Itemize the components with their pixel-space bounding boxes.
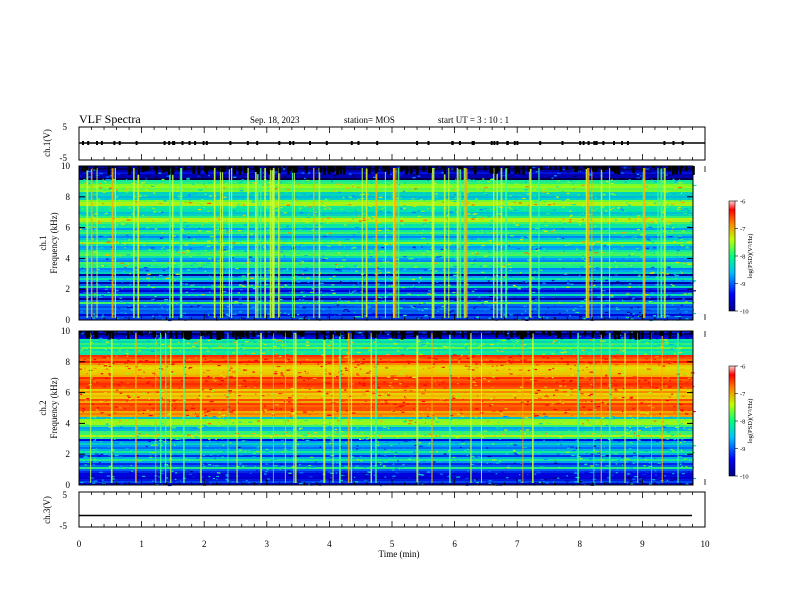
ch1-colorbar-tick--7: -7	[740, 226, 746, 233]
time-tick-1: 1	[139, 539, 144, 549]
ch3-ytick-bottom: -5	[60, 521, 68, 531]
ch1-ylabel: ch.1(V)	[42, 129, 52, 157]
ch1-ytick-bottom: -5	[60, 153, 68, 163]
ch2-colorbar: -6 -7 -8 -9 -10 log(PSD)(V²/Hz)	[728, 364, 754, 481]
ch2-spec-ytick-0: 0	[66, 480, 71, 490]
time-axis-labels: 0 1 2 3 4 5 6 7 8 9 10	[77, 539, 710, 549]
ch1-spec-ytick-10: 10	[61, 161, 71, 171]
time-tick-0: 0	[77, 539, 82, 549]
time-tick-7: 7	[515, 539, 520, 549]
ch1-spec-ytick-0: 0	[66, 315, 71, 325]
ch2-colorbar-tick--8: -8	[740, 419, 745, 426]
ch1-colorbar-tick--9: -9	[740, 281, 745, 288]
figure-title: VLF Spectra	[79, 112, 141, 126]
date-label: Sep. 18, 2023	[250, 115, 300, 125]
time-axis-label: Time (min)	[379, 549, 420, 559]
ch2-spec-ytick-4: 4	[66, 418, 71, 428]
ch1-spec-ytick-8: 8	[66, 192, 71, 202]
ch3-ytick-top: 5	[63, 490, 68, 500]
ch2-spec-ytick-8: 8	[66, 357, 71, 367]
ch2-spec-ylabel-line2: Frequency (kHz)	[49, 377, 59, 438]
time-tick-6: 6	[452, 539, 457, 549]
ch1-spec-ytick-4: 4	[66, 253, 71, 263]
ch2-colorbar-label: log(PSD)(V²/Hz)	[747, 399, 754, 444]
time-tick-8: 8	[578, 539, 583, 549]
ch2-spec-ylabel-line1: ch.2	[38, 400, 48, 415]
ch1-colorbar-label: log(PSD)(V²/Hz)	[747, 234, 754, 279]
ch1-spec-ytick-2: 2	[66, 284, 71, 294]
ch2-colorbar-tick--6: -6	[740, 364, 746, 371]
ch3-ylabel: ch.3(V)	[42, 496, 52, 524]
start-time-label: start UT = 3 : 10 : 1	[438, 115, 509, 125]
time-tick-2: 2	[202, 539, 207, 549]
time-tick-4: 4	[327, 539, 332, 549]
time-tick-5: 5	[390, 539, 395, 549]
ch2-colorbar-tick--7: -7	[740, 391, 746, 398]
time-tick-10: 10	[701, 539, 711, 549]
ch1-colorbar-tick--8: -8	[740, 254, 745, 261]
ch2-spectrogram-panel: 0 2 4 6 8 10 ch.2 Frequency (kHz) -6 -7 -8 -9 -10…	[38, 326, 754, 490]
ch2-colorbar-tick--10: -10	[740, 474, 749, 481]
ch1-colorbar-tick--10: -10	[740, 309, 749, 316]
ch1-spec-ylabel-line2: Frequency (kHz)	[49, 212, 59, 273]
ch1-spectrogram-panel: 0 2 4 6 8 10 ch.1 Frequency (kHz) -6 -7 -8 -9 -10…	[38, 161, 754, 325]
ch1-ytick-top: 5	[63, 122, 68, 132]
ch1-spec-ylabel-line1: ch.1	[38, 235, 48, 250]
time-axis-ticks	[78, 127, 706, 527]
ch2-spec-ytick-2: 2	[66, 449, 71, 459]
time-tick-9: 9	[640, 539, 645, 549]
ch2-spec-ytick-6: 6	[66, 388, 71, 398]
ch1-colorbar: -6 -7 -8 -9 -10 log(PSD)(V²/Hz)	[728, 199, 754, 316]
station-label: station= MOS	[344, 115, 395, 125]
ch2-spec-ytick-10: 10	[61, 326, 71, 336]
ch2-colorbar-tick--9: -9	[740, 446, 745, 453]
ch1-spec-ytick-6: 6	[66, 223, 71, 233]
ch1-colorbar-tick--6: -6	[740, 199, 746, 206]
time-tick-3: 3	[265, 539, 270, 549]
